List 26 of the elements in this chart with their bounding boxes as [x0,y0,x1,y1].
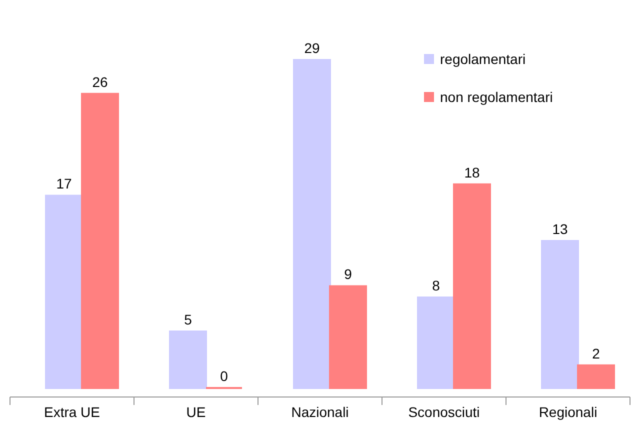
data-label: 0 [220,368,228,384]
legend-label: non regolamentari [440,89,553,105]
bar [169,330,207,389]
x-tick-label: Nazionali [291,404,349,420]
bar [81,92,119,389]
data-label: 13 [552,220,568,237]
data-label: 5 [184,311,192,328]
data-label: 18 [464,164,480,180]
bar [453,183,491,389]
bar [577,364,615,389]
bar [329,285,367,389]
x-tick-label: Regionali [538,404,598,420]
bar [541,240,579,389]
bar [417,296,455,389]
bar [45,194,83,389]
data-label: 9 [344,266,352,282]
x-tick-label: Sconosciuti [408,404,480,420]
data-label: 29 [304,40,320,56]
data-label: 17 [56,176,72,192]
bar [293,59,331,389]
x-tick-label: Extra UE [44,404,100,420]
x-tick-label: UE [186,404,206,420]
data-label: 2 [592,345,600,362]
legend-label: regolamentari [440,51,526,67]
data-label: 26 [92,74,108,90]
data-label: 8 [432,278,440,294]
